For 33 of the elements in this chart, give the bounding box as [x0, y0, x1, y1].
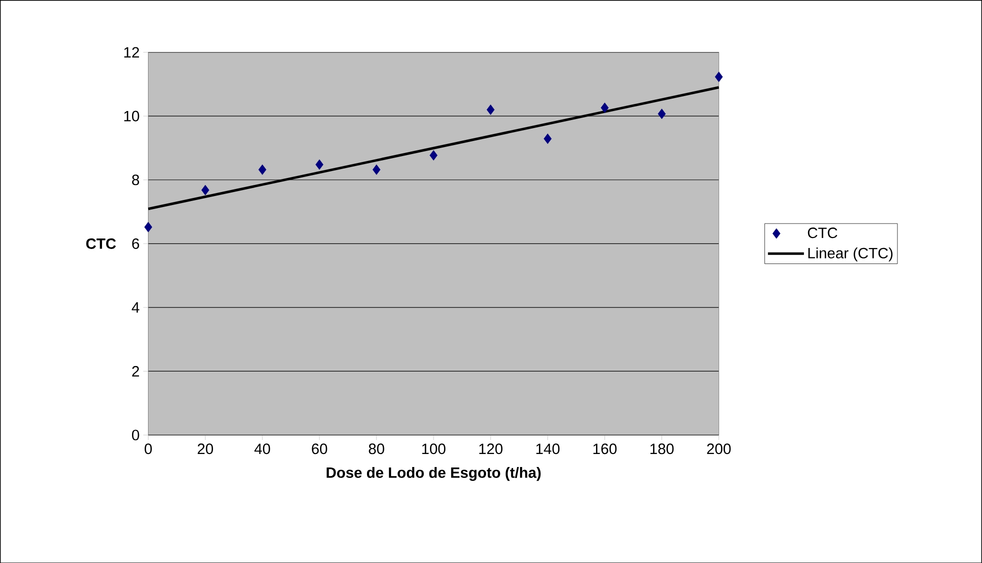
y-tick-label: 8: [132, 174, 140, 186]
x-tick-label: 20: [198, 443, 214, 454]
point: [372, 164, 380, 175]
legend-label: Linear (CTC): [808, 247, 892, 262]
point: [658, 108, 666, 119]
point: [714, 72, 723, 82]
legend-label: CTC: [808, 227, 838, 238]
point: [144, 222, 152, 232]
x-axis-title: Dose de Lodo de Esgoto (t/ha): [326, 466, 541, 481]
point: [201, 184, 210, 196]
y-tick-label: 10: [124, 110, 140, 122]
x-tick-label: 0: [144, 443, 152, 454]
x-tick-label: 160: [593, 443, 617, 454]
x-tick-label: 140: [536, 443, 560, 454]
y-tick-label: 4: [132, 302, 140, 312]
y-tick-label: 0: [132, 430, 140, 440]
point: [544, 133, 552, 144]
point: [258, 164, 266, 175]
x-tick-label: 180: [650, 443, 674, 454]
y-tick-label: 2: [132, 366, 139, 376]
x-tick-label: 80: [368, 443, 384, 454]
x-tick-label: 40: [254, 443, 270, 454]
point: [486, 104, 495, 115]
x-tick-label: 60: [312, 443, 328, 454]
y-axis-title: CTC: [86, 238, 116, 249]
point: [430, 150, 438, 160]
x-tick-label: 100: [422, 443, 446, 454]
y-tick-label: 12: [124, 46, 139, 58]
x-tick-label: 120: [479, 443, 502, 454]
x-tick-label: 200: [707, 443, 731, 454]
y-tick-label: 6: [132, 238, 140, 249]
point: [600, 102, 609, 113]
point: [315, 159, 324, 170]
